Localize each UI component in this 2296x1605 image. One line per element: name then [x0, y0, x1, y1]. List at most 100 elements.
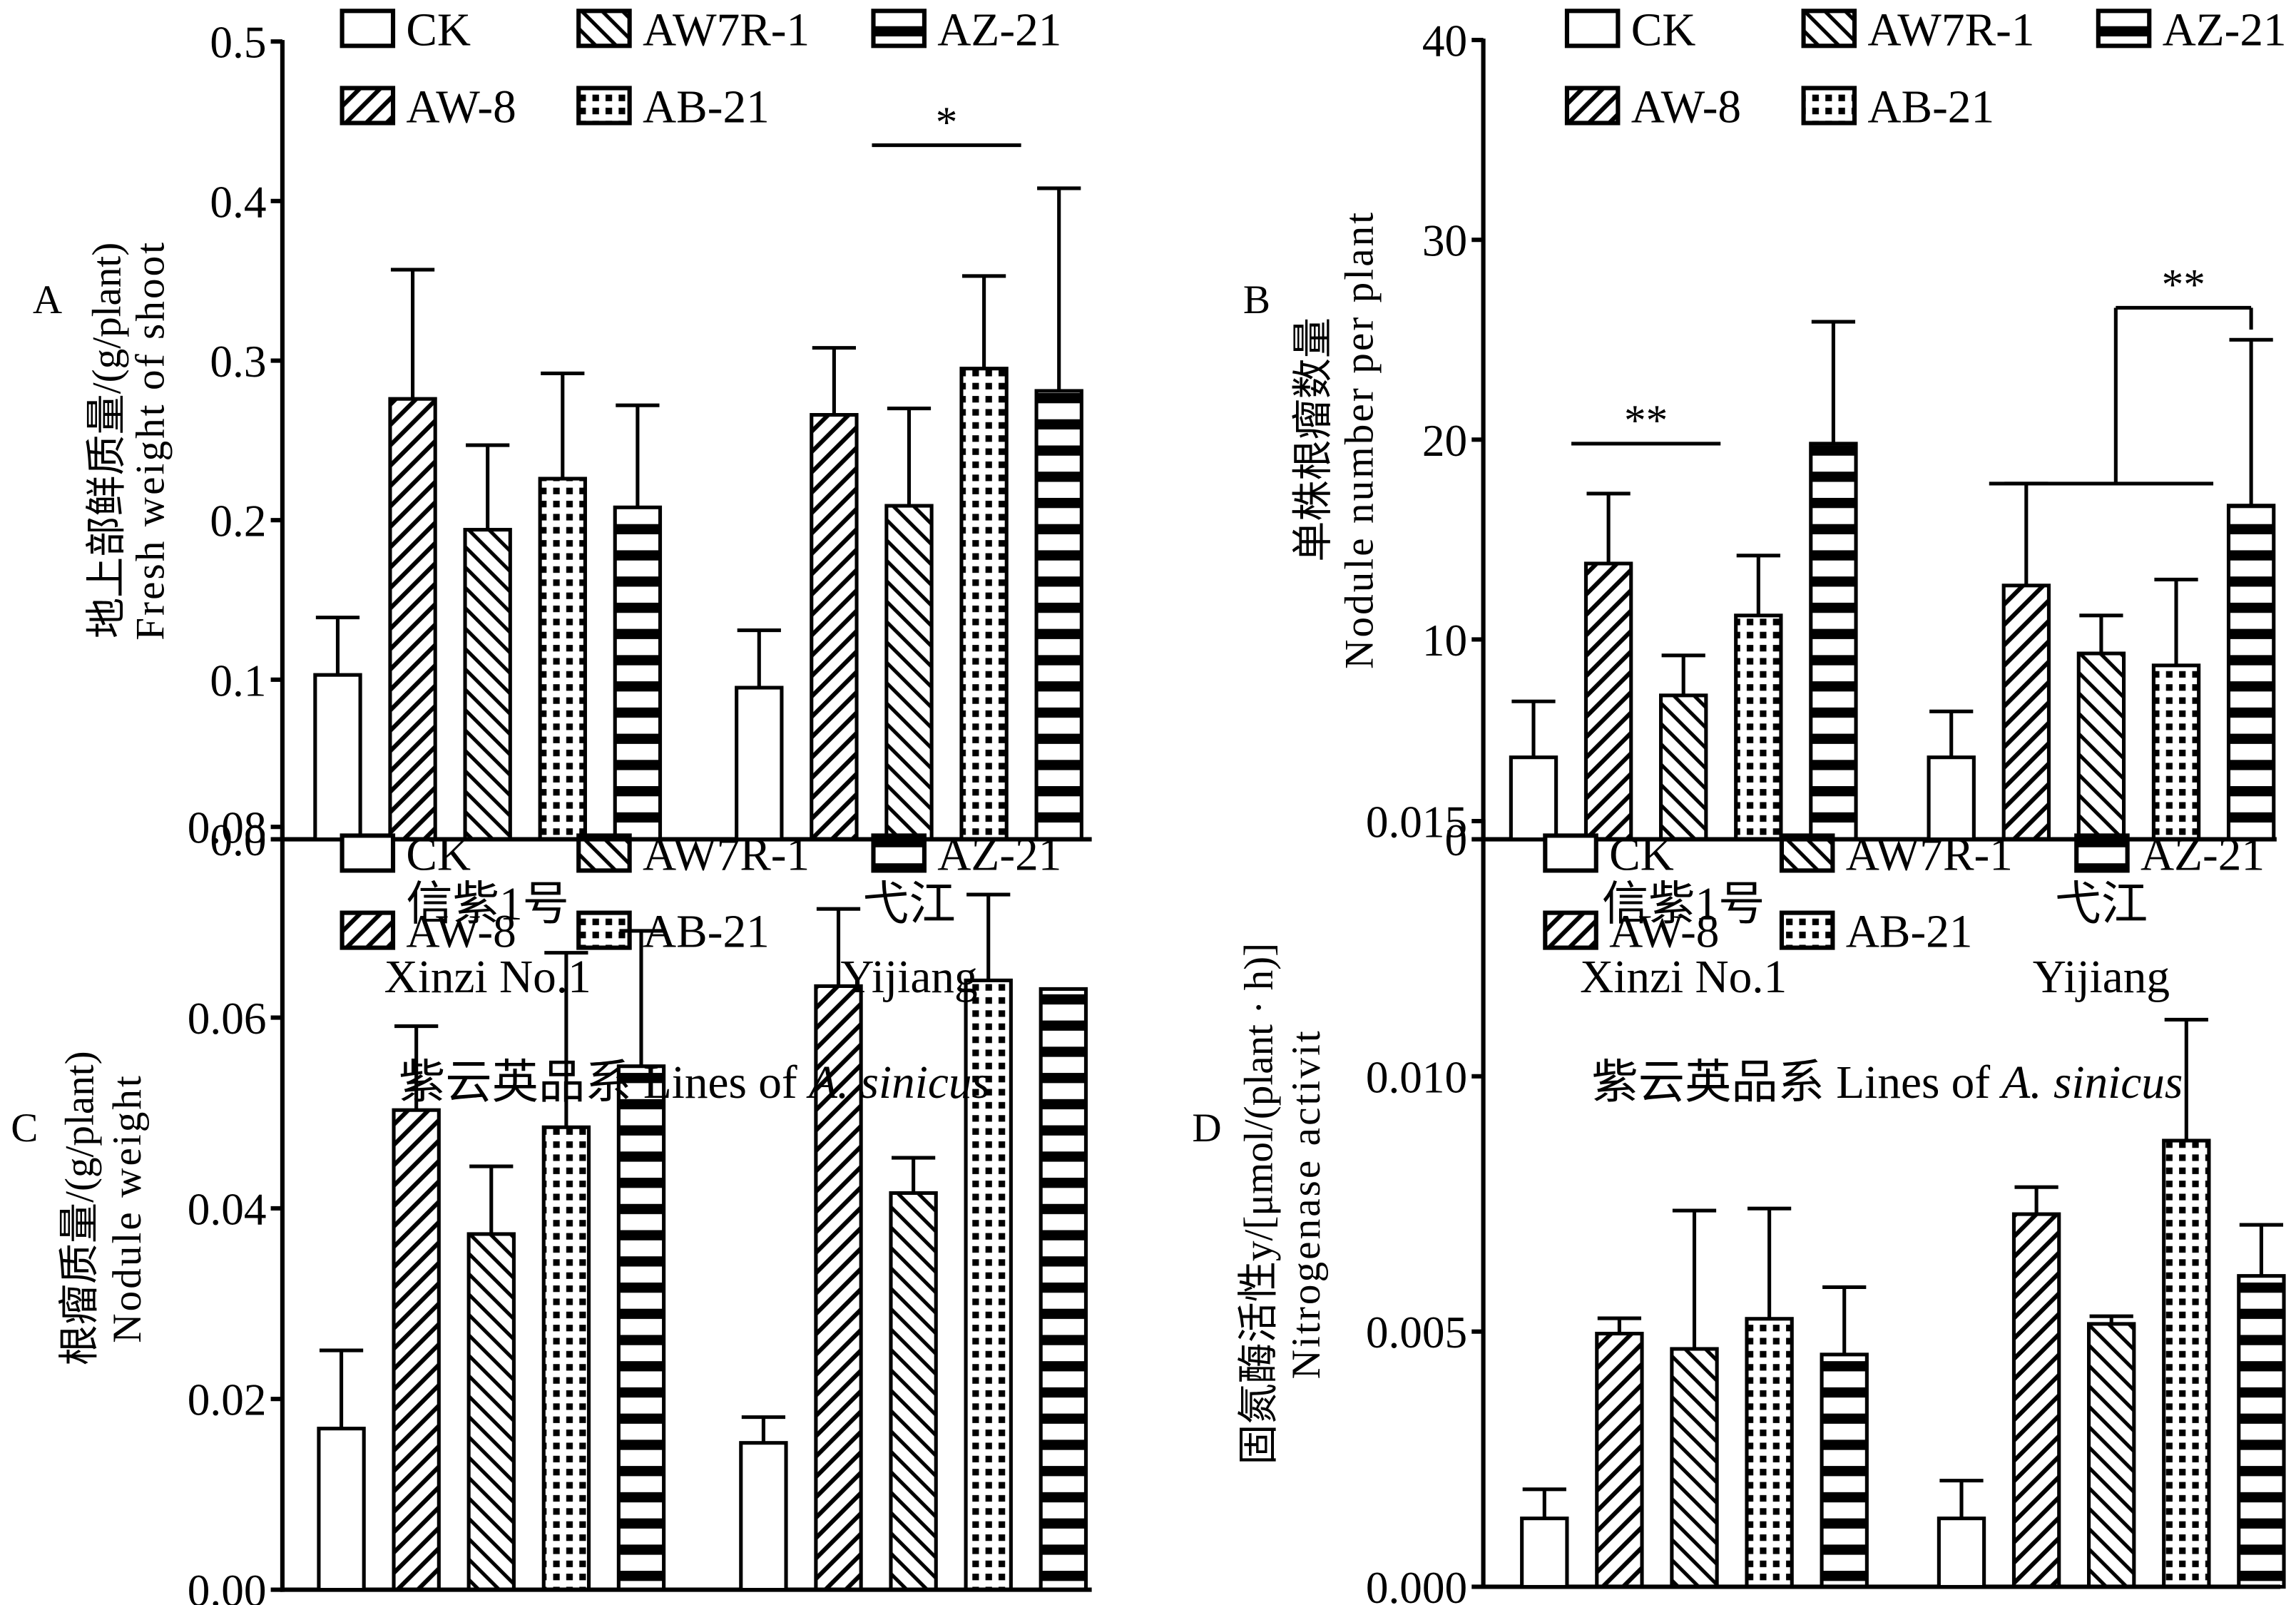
panel-d: D 固氮酶活性y/[μmol/(plant · h)] Nitrogenase ac…: [1192, 797, 2286, 1605]
x-tick-label-en: Yijiang: [840, 952, 977, 1003]
legend-item-aw7r-1: AW7R-1: [1779, 829, 2013, 880]
bar-aw7r-1: [2087, 1322, 2136, 1589]
legend-item-aw7r-1: AW7R-1: [576, 829, 810, 880]
bar-az-21: [1809, 442, 1858, 842]
legend-swatch-diag-up-icon: [340, 910, 396, 950]
legend-swatch-diag-up-icon: [340, 86, 396, 126]
legend-label: AB-21: [643, 81, 770, 133]
bar-az-21: [2226, 504, 2276, 842]
legend-swatch-diag-down-icon: [576, 9, 632, 49]
y-tick-label: 20: [1422, 416, 1467, 466]
legend-item-az-21: AZ-21: [871, 829, 1061, 880]
bar-ck: [1520, 1517, 1569, 1589]
bar-ck: [1509, 755, 1558, 842]
legend-label: AZ-21: [937, 829, 1061, 880]
bar-aw-8: [1583, 561, 1633, 842]
bar-ck: [313, 673, 362, 842]
legend-label: AW7R-1: [1867, 4, 2034, 56]
y-axis-label-en: Fresh weight of shoot: [128, 240, 173, 641]
legend-item-ab-21: AB-21: [1801, 81, 1994, 133]
y-tick-label: 0.000: [1366, 1563, 1467, 1605]
bar-az-21: [616, 1064, 666, 1592]
legend-label: AW-8: [1631, 81, 1741, 133]
legend-swatch-diag-up-icon: [1543, 910, 1598, 950]
legend-label: AW-8: [406, 907, 516, 958]
legend-item-ab-21: AB-21: [576, 81, 770, 133]
legend-label: CK: [406, 4, 471, 56]
y-tick-label: 0.2: [210, 496, 266, 546]
legend-label: AZ-21: [2141, 829, 2265, 880]
bar-az-21: [1039, 987, 1088, 1592]
panel-letter: D: [1192, 1106, 1221, 1151]
legend-swatch-diag-down-icon: [576, 833, 632, 873]
x-tick-label-cn: 信紫1号: [1602, 879, 1765, 930]
legend-label: CK: [406, 829, 471, 880]
bar-ab-21: [1734, 613, 1783, 842]
bar-aw7r-1: [1670, 1347, 1719, 1589]
y-tick-label: 40: [1422, 16, 1467, 66]
bar-aw-8: [1595, 1331, 1644, 1589]
legend-label: CK: [1631, 4, 1696, 56]
legend-item-aw-8: AW-8: [340, 81, 516, 133]
panel-c: C 根瘤质量/(g/plant) Nodule weight 0.00 0.02 0.04…: [11, 803, 1092, 1605]
bar-aw-8: [388, 397, 437, 842]
bar-aw-8: [392, 1108, 441, 1592]
y-tick-label: 10: [1422, 616, 1467, 666]
bar-aw7r-1: [466, 1232, 516, 1592]
bar-az-21: [1034, 389, 1083, 842]
y-tick-label: 0: [1445, 815, 1468, 865]
bar-ab-21: [538, 477, 587, 842]
x-axis-label: 紫云英品系 Lines of A. sinicus: [399, 1057, 990, 1109]
legend-swatch-empty-icon: [340, 9, 396, 49]
legend-label: AW7R-1: [643, 829, 810, 880]
significance-label: **: [2162, 260, 2205, 309]
y-tick-label: 0.1: [210, 656, 266, 705]
legend-label: AZ-21: [937, 4, 1061, 56]
legend-item-aw-8: AW-8: [340, 907, 516, 958]
legend-swatch-diag-down-icon: [1779, 833, 1835, 873]
y-tick-label: 0.5: [210, 18, 266, 68]
bar-ck: [739, 1441, 788, 1592]
legend-swatch-hstripes-icon: [871, 833, 927, 873]
bar-aw7r-1: [2076, 651, 2126, 842]
legend-swatch-dots-icon: [1779, 910, 1835, 950]
bar-ck: [735, 686, 784, 842]
legend-item-ck: CK: [340, 829, 471, 880]
bar-az-21: [1820, 1352, 1869, 1589]
bar-ck: [317, 1427, 366, 1592]
legend-label: AW7R-1: [1846, 829, 2013, 880]
legend-label: AW-8: [1609, 907, 1719, 958]
bar-aw-8: [2011, 1212, 2061, 1589]
y-axis-label-cn: 固氮酶活性y/[μmol/(plant · h)]: [1237, 943, 1282, 1465]
legend-item-aw7r-1: AW7R-1: [1801, 4, 2035, 56]
y-tick-label: 0.015: [1366, 797, 1467, 847]
x-tick-label-en: Xinzi No.1: [1580, 952, 1787, 1003]
legend-item-az-21: AZ-21: [2074, 829, 2265, 880]
legend-swatch-dots-icon: [1801, 86, 1857, 126]
bar-aw7r-1: [884, 504, 934, 842]
bar-az-21: [2237, 1274, 2286, 1589]
y-tick-label: 0.010: [1366, 1052, 1467, 1102]
x-tick-label-cn: 弋江: [2055, 879, 2148, 930]
y-tick-label: 0.00: [188, 1566, 267, 1605]
legend-label: AB-21: [643, 907, 770, 958]
panel-letter: B: [1243, 277, 1270, 322]
y-tick-label: 0.02: [188, 1375, 267, 1425]
y-axis-label-cn: 根瘤质量/(g/plant): [58, 1051, 103, 1365]
bar-az-21: [613, 505, 663, 842]
legend-label: AW-8: [406, 81, 516, 133]
bar-aw7r-1: [463, 528, 512, 842]
legend-label: AW7R-1: [643, 4, 810, 56]
significance-label: **: [1624, 397, 1668, 445]
legend-swatch-diag-up-icon: [1564, 86, 1621, 126]
legend-item-ck: CK: [1543, 829, 1674, 880]
legend-label: AB-21: [1867, 81, 1994, 133]
y-axis-label-cn: 地上部鲜质量/(g/plant): [84, 243, 129, 638]
bar-aw7r-1: [1659, 693, 1708, 842]
bar-ab-21: [541, 1125, 591, 1592]
legend-label: AB-21: [1846, 907, 1973, 958]
bar-ab-21: [2162, 1138, 2211, 1589]
legend-swatch-hstripes-icon: [2074, 833, 2130, 873]
legend-item-aw7r-1: AW7R-1: [576, 4, 810, 56]
